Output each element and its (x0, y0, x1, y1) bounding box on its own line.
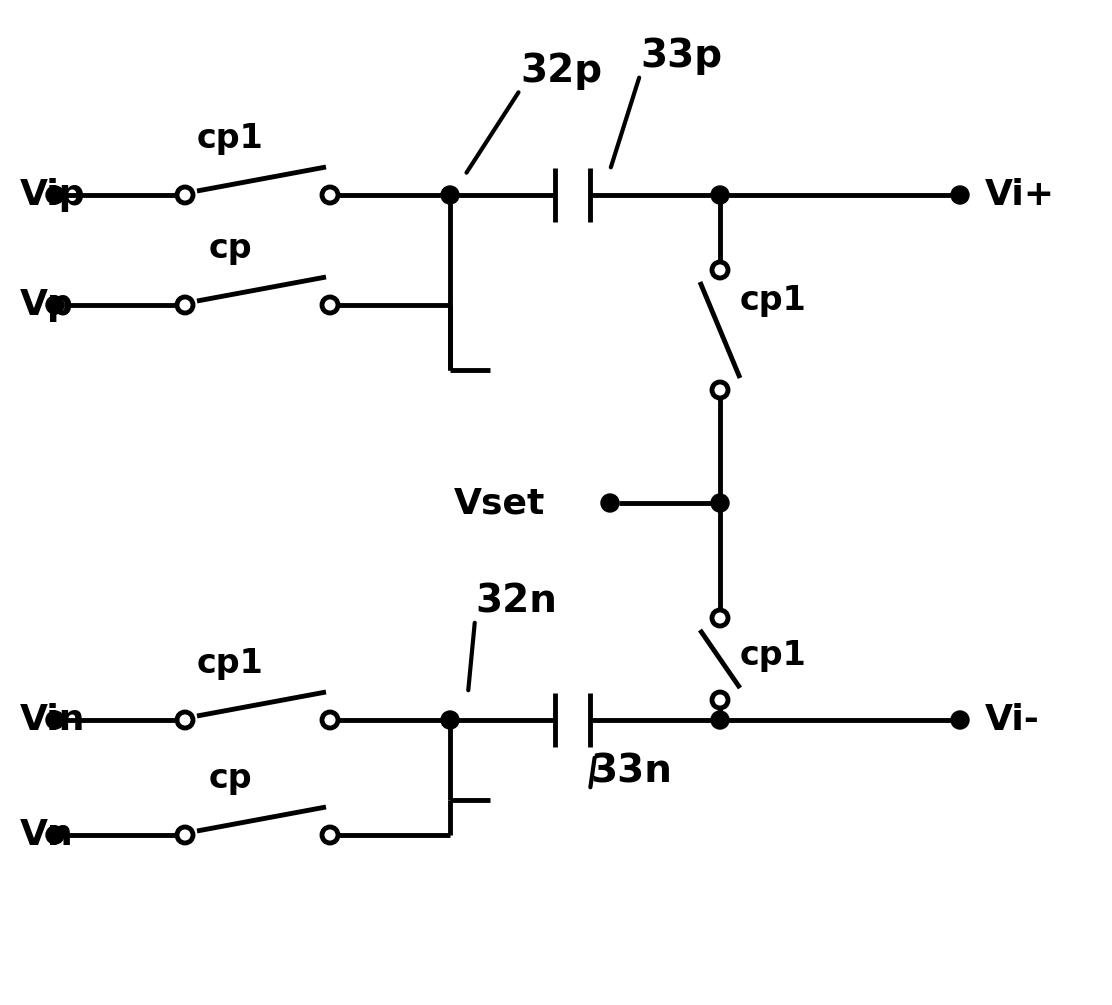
Text: Vi+: Vi+ (985, 178, 1055, 212)
Circle shape (46, 296, 64, 314)
Circle shape (46, 826, 64, 844)
Circle shape (711, 186, 729, 204)
Circle shape (441, 186, 459, 204)
Text: Vin: Vin (20, 704, 86, 737)
Text: 33p: 33p (641, 37, 722, 75)
Circle shape (46, 186, 64, 204)
Circle shape (441, 711, 459, 729)
Text: cp: cp (208, 762, 251, 795)
Text: Vset: Vset (454, 486, 545, 520)
Circle shape (711, 711, 729, 729)
Circle shape (46, 711, 64, 729)
Circle shape (322, 297, 338, 313)
Circle shape (177, 297, 193, 313)
Text: cp1: cp1 (197, 647, 264, 680)
Text: 32p: 32p (520, 52, 602, 90)
Circle shape (712, 692, 728, 708)
Circle shape (712, 262, 728, 278)
Circle shape (712, 610, 728, 626)
Circle shape (322, 187, 338, 203)
Text: Vn: Vn (20, 818, 73, 852)
Circle shape (600, 494, 619, 512)
Circle shape (951, 186, 969, 204)
Circle shape (322, 712, 338, 728)
Circle shape (322, 827, 338, 843)
Text: cp1: cp1 (739, 283, 806, 317)
Text: Vi-: Vi- (985, 704, 1040, 737)
Text: Vip: Vip (20, 178, 86, 212)
Text: cp: cp (208, 232, 251, 265)
Text: cp1: cp1 (197, 122, 264, 155)
Text: 33n: 33n (590, 752, 672, 790)
Circle shape (951, 711, 969, 729)
Circle shape (177, 712, 193, 728)
Text: cp1: cp1 (739, 638, 806, 671)
Circle shape (712, 382, 728, 398)
Circle shape (177, 827, 193, 843)
Text: Vp: Vp (20, 288, 73, 322)
Text: 32n: 32n (475, 582, 557, 620)
Circle shape (177, 187, 193, 203)
Circle shape (711, 494, 729, 512)
